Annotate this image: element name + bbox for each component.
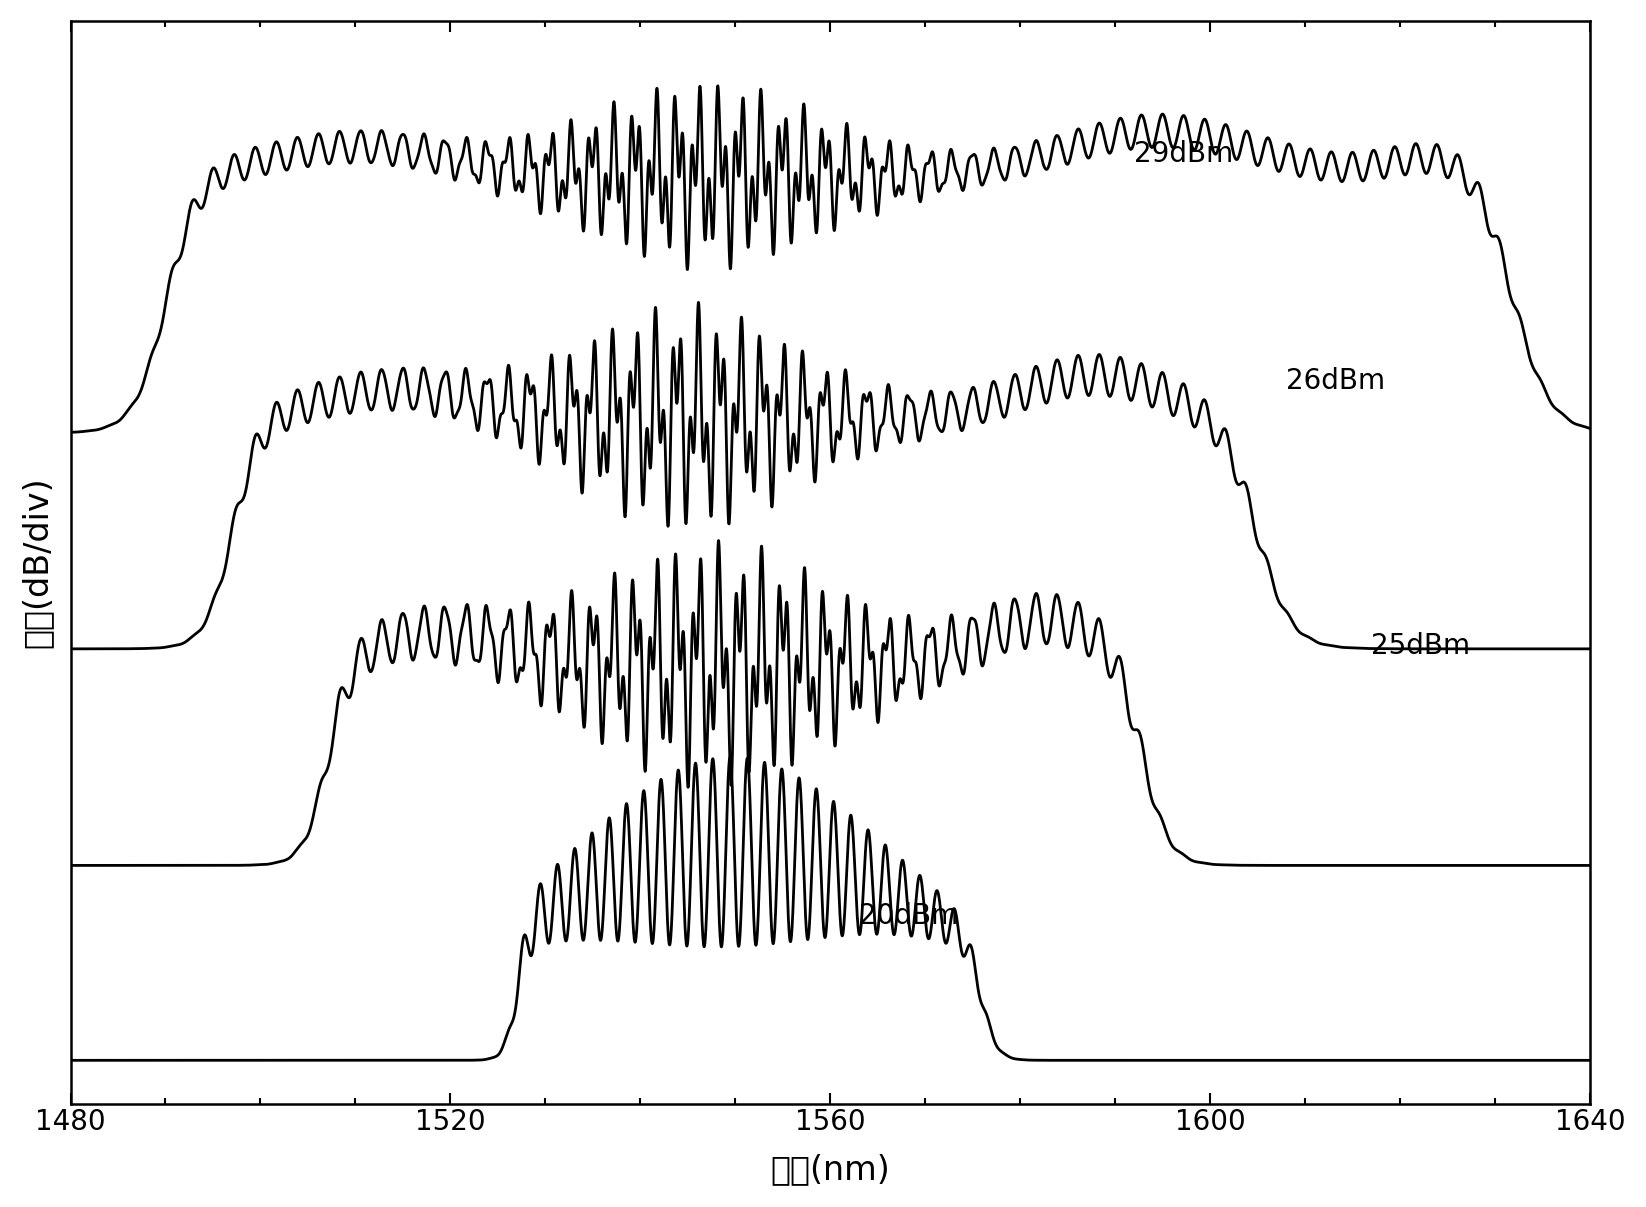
- Text: 25dBm: 25dBm: [1371, 632, 1470, 660]
- X-axis label: 波长(nm): 波长(nm): [770, 1153, 890, 1186]
- Text: 29dBm: 29dBm: [1134, 140, 1233, 168]
- Text: 26dBm: 26dBm: [1286, 367, 1384, 395]
- Y-axis label: 强度(dB/div): 强度(dB/div): [21, 477, 54, 648]
- Text: 20dBm: 20dBm: [859, 902, 958, 929]
